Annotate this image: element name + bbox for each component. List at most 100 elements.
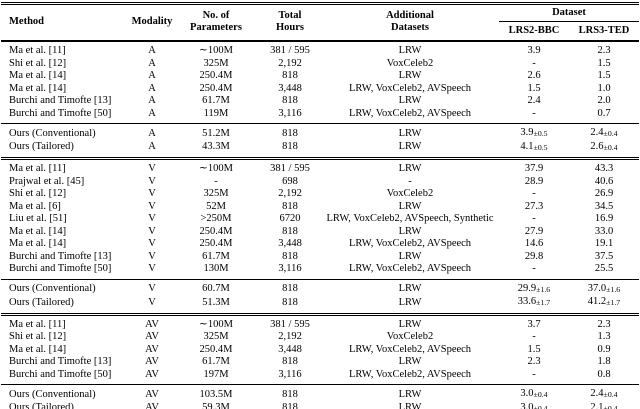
cell-lrs2: 2.4: [527, 95, 541, 106]
cell-lrs2: 37.9: [499, 157, 569, 176]
cell-modality: A: [148, 107, 156, 119]
cell-datasets: LRW, VoxCeleb2, AVSpeech: [348, 368, 472, 380]
cell-method: Ours (Conventional): [1, 123, 131, 141]
cell-lrs3: 41.2±1.7: [587, 296, 621, 307]
cell-modality: V: [131, 157, 173, 176]
cell-params: >250M: [200, 213, 232, 224]
cell-method: Ours (Conventional): [1, 278, 131, 296]
cell-datasets: LRW: [321, 123, 499, 141]
cell-params: -: [214, 175, 218, 187]
cell-hours: 3,448: [278, 343, 302, 355]
cell-hours: 818: [259, 278, 321, 296]
cell-method: Ma et al. [14]: [9, 238, 67, 249]
cell-datasets: LRW: [398, 95, 422, 106]
cell-method: Burchi and Timofte [50]: [9, 368, 112, 380]
cell-datasets: LRW: [398, 70, 422, 81]
cell-lrs3: 40.6: [594, 175, 614, 187]
cell-datasets: -: [408, 175, 412, 187]
cell-method: Ours (Tailored): [9, 296, 74, 308]
cell-modality: V: [131, 278, 173, 296]
cell-method: Shi et al. [12]: [9, 188, 67, 199]
plus-minus-deviation: ±0.4: [603, 403, 618, 409]
table-row-v-prior-6: Ma et al. [14] V 250.4M 3,448 LRW, VoxCeleb2…: [1, 238, 639, 251]
cell-lrs2: -: [532, 213, 536, 224]
cell-datasets: LRW: [321, 384, 499, 402]
cell-method: Ma et al. [11]: [1, 157, 131, 176]
cell-params: 119M: [203, 107, 229, 119]
header-row-top: Method Modality No. of Parameters Total …: [1, 3, 640, 33]
cell-lrs3: 37.5: [594, 250, 614, 262]
cell-hours: 818: [259, 123, 321, 141]
cell-lrs3: 1.5: [597, 57, 611, 69]
cell-lrs3: 2.4±0.4: [569, 123, 640, 141]
table-row-a-prior-2: Ma et al. [14] A 250.4M 818 LRW 2.6 1.5: [1, 70, 639, 83]
cell-datasets: LRW: [398, 45, 422, 56]
cell-datasets: LRW, VoxCeleb2, AVSpeech: [348, 82, 472, 94]
cell-lrs3: 43.3: [569, 157, 640, 176]
table-row-a-prior-5: Burchi and Timofte [50] A 119M 3,116 LRW, Vo…: [1, 108, 639, 124]
cell-modality: A: [148, 57, 156, 69]
cell-hours: 381 / 595: [259, 312, 321, 331]
cell-method: Burchi and Timofte [50]: [9, 107, 112, 119]
cell-modality: A: [148, 70, 156, 81]
cell-params: 250.4M: [199, 238, 233, 249]
cell-params: 51.3M: [202, 296, 230, 308]
cell-lrs2: 29.8: [524, 250, 544, 262]
cell-datasets: LRW: [398, 225, 422, 237]
cell-method: Burchi and Timofte [13]: [9, 250, 112, 262]
cell-lrs2: 3.7: [499, 312, 569, 331]
cell-lrs3: 2.4±0.4: [569, 384, 640, 402]
table-row-av-prior-0: Ma et al. [11] AV ∼100M 381 / 595 LRW 3.7 2.3: [1, 312, 640, 331]
cell-lrs2: 1.5: [527, 82, 541, 94]
table-row-v-prior-3: Ma et al. [6] V 52M 818 LRW 27.3 34.5: [1, 201, 639, 214]
table-row-v-prior-4: Liu et al. [51] V >250M 6720 LRW, VoxCeleb2,…: [1, 213, 639, 226]
cell-hours: 2,192: [278, 188, 302, 199]
cell-lrs3: 26.9: [594, 188, 614, 199]
table-row-a-prior-1: Shi et al. [12] A 325M 2,192 VoxCeleb2 - 1.5: [1, 58, 639, 71]
cell-method: Prajwal et al. [45]: [9, 175, 85, 187]
col-header-method: Method: [9, 16, 44, 27]
cell-method: Shi et al. [12]: [9, 331, 67, 342]
cell-hours: 818: [282, 70, 298, 81]
cell-lrs3: 1.0: [597, 82, 611, 94]
cell-lrs2: 3.0±0.4: [499, 402, 569, 409]
cell-params: 250.4M: [199, 70, 233, 81]
cell-method: Burchi and Timofte [50]: [9, 263, 112, 274]
table-row-v-prior-7: Burchi and Timofte [13] V 61.7M 818 LRW 29.8 3…: [1, 251, 639, 264]
col-header-modality: Modality: [131, 16, 173, 27]
plus-minus-deviation: ±1.7: [536, 298, 551, 307]
cell-lrs2: 2.3: [527, 356, 541, 367]
cell-lrs2: 3.9: [527, 45, 541, 56]
cell-lrs2: 27.9: [524, 225, 544, 237]
cell-datasets: VoxCeleb2: [386, 188, 434, 199]
cell-method: Ma et al. [14]: [9, 70, 67, 81]
cell-params: 250.4M: [199, 225, 233, 237]
cell-params: 103.5M: [173, 384, 259, 402]
cell-modality: AV: [145, 331, 159, 342]
cell-lrs2: 28.9: [524, 175, 544, 187]
table-row-v-prior-1: Prajwal et al. [45] V - 698 - 28.9 40.6: [1, 176, 639, 189]
cell-datasets: LRW: [398, 356, 422, 367]
plus-minus-deviation: ±0.4: [533, 403, 548, 409]
plus-minus-deviation: ±0.4: [603, 129, 618, 138]
cell-params: ∼100M: [173, 157, 259, 176]
cell-lrs2: -: [532, 188, 536, 199]
cell-lrs3: 16.9: [594, 213, 614, 224]
cell-params: ∼100M: [199, 45, 233, 56]
cell-hours: 6720: [279, 213, 301, 224]
col-header-lrs3-ted: LRS3-TED: [578, 25, 630, 36]
header-row-sub: LRS2-BBC LRS3-TED: [1, 22, 639, 42]
cell-lrs3: 33.0: [594, 225, 614, 237]
cell-lrs2: 33.6±1.7: [517, 296, 551, 307]
table-row-v-ours-1: Ours (Tailored) V 51.3M 818 LRW 33.6±1.7 41.2±…: [1, 296, 639, 314]
cell-method: Burchi and Timofte [13]: [9, 95, 112, 106]
plus-minus-deviation: ±1.6: [536, 284, 551, 294]
cell-method: Burchi and Timofte [13]: [9, 356, 112, 367]
cell-params: ∼100M: [173, 312, 259, 331]
table-header: Method Modality No. of Parameters Total …: [1, 3, 640, 42]
col-header-parameters: No. of Parameters: [190, 10, 242, 33]
plus-minus-deviation: ±0.5: [533, 142, 548, 152]
cell-datasets: LRW: [321, 278, 499, 296]
cell-datasets: VoxCeleb2: [386, 331, 434, 342]
